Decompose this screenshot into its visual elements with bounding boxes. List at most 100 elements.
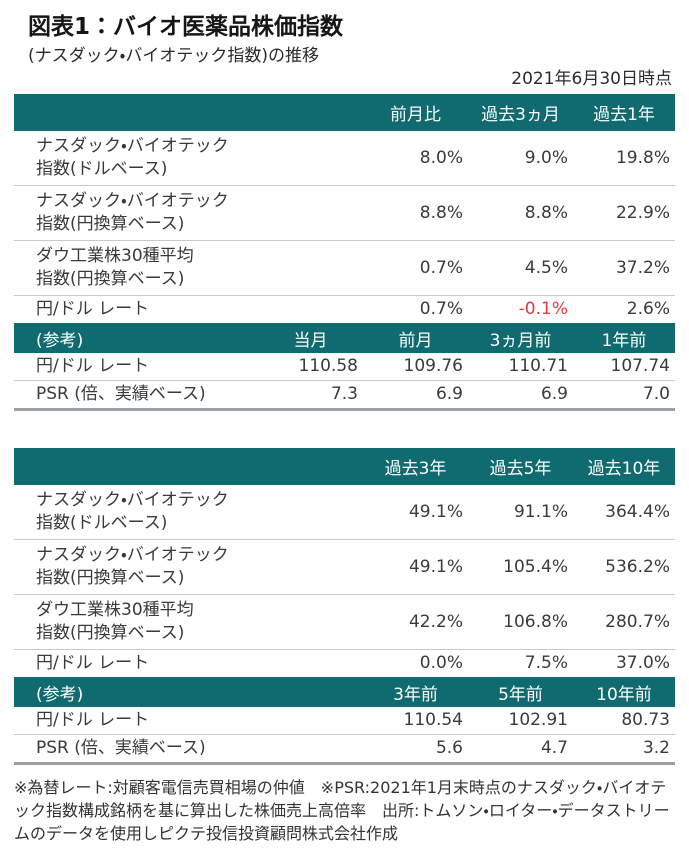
column-header: 過去5年 <box>489 459 552 479</box>
row-label-line: 指数(ドルベース) <box>36 159 168 179</box>
column-header: 1年前 <box>601 330 647 351</box>
reference-label: (参考) <box>36 684 84 705</box>
value-cell: 9.0% <box>524 147 568 168</box>
value-cell: 102.91 <box>508 710 568 730</box>
column-header: 過去1年 <box>593 105 655 125</box>
column-header: 3年前 <box>393 684 438 705</box>
value-cell: 42.2% <box>408 611 463 632</box>
value-cell: 4.5% <box>524 257 568 278</box>
value-cell: 2.6% <box>626 299 670 319</box>
value-cell: 6.9 <box>435 384 463 404</box>
value-cell: 107.74 <box>610 356 670 376</box>
value-cell: 0.7% <box>419 299 463 319</box>
table-row: ナスダック・バイオテック 指数(円換算ベース) 8.8% 8.8% 22.9% <box>14 186 675 241</box>
row-label-line: 指数(円換算ベース) <box>36 568 185 588</box>
column-header: 過去3ヵ月 <box>481 105 560 125</box>
value-cell: 37.0% <box>615 653 670 673</box>
figure-title: 図表1：バイオ医薬品株価指数 <box>28 14 344 40</box>
table-row: ナスダック・バイオテック 指数(ドルベース) 49.1% 91.1% 364.4… <box>14 485 675 540</box>
row-label: 円/ドル レート <box>36 356 150 376</box>
column-header: 過去10年 <box>587 459 661 479</box>
row-label-line: ナスダック・バイオテック <box>36 545 229 565</box>
row-label-line: 指数(円換算ベース) <box>36 214 185 234</box>
footnote: ※為替レート:対顧客電信売買相場の仲値 ※PSR:2021年1月末時点のナスダッ… <box>14 778 670 843</box>
value-cell: 80.73 <box>621 710 670 730</box>
table-header-row: 過去3年 過去5年 過去10年 <box>14 448 675 485</box>
value-cell: 280.7% <box>605 611 670 632</box>
column-header: 3ヵ月前 <box>489 330 552 351</box>
value-cell: 7.3 <box>330 384 358 404</box>
reference-header-row: (参考) 当月 前月 3ヵ月前 1年前 <box>14 323 675 353</box>
row-label: 円/ドル レート <box>14 652 258 675</box>
value-cell: 110.71 <box>508 356 568 376</box>
reference-label: (参考) <box>36 330 84 351</box>
row-label-line: ナスダック・バイオテック <box>36 490 229 510</box>
column-header: 過去3年 <box>384 459 447 479</box>
value-cell: 110.54 <box>403 710 463 730</box>
row-label: ダウ工業株30種平均 指数(円換算ベース) <box>14 599 258 645</box>
row-label-line: 円/ドル レート <box>36 653 150 673</box>
reference-row: PSR (倍、実績ベース) 7.3 6.9 6.9 7.0 <box>14 381 675 411</box>
row-label-line: 円/ドル レート <box>36 299 150 319</box>
column-header: 10年前 <box>596 684 652 705</box>
row-label: ナスダック・バイオテック 指数(円換算ベース) <box>14 190 258 236</box>
table-header-row: 前月比 過去3ヵ月 過去1年 <box>14 94 675 131</box>
row-label-line: 指数(円換算ベース) <box>36 269 185 289</box>
row-label-line: ナスダック・バイオテック <box>36 136 229 156</box>
value-cell: 109.76 <box>403 356 463 376</box>
table-row: ナスダック・バイオテック 指数(ドルベース) 8.0% 9.0% 19.8% <box>14 131 675 186</box>
value-cell: 5.6 <box>435 738 463 758</box>
figure-subtitle: (ナスダック・バイオテック指数)の推移 <box>28 46 320 66</box>
value-cell negative-value: -0.1% <box>518 299 568 319</box>
column-header: 当月 <box>293 330 328 351</box>
reference-row: 円/ドル レート 110.58 109.76 110.71 107.74 <box>14 353 675 381</box>
performance-table-short-term: 前月比 過去3ヵ月 過去1年 ナスダック・バイオテック 指数(ドルベース) 8.… <box>14 94 675 411</box>
value-cell: 6.9 <box>540 384 568 404</box>
value-cell: 7.5% <box>524 653 568 673</box>
row-label: 円/ドル レート <box>36 710 150 730</box>
value-cell: 8.8% <box>419 202 463 223</box>
row-label-line: 指数(円換算ベース) <box>36 623 185 643</box>
value-cell: 37.2% <box>615 257 670 278</box>
row-label: PSR (倍、実績ベース) <box>36 738 206 758</box>
row-label-line: ダウ工業株30種平均 <box>36 246 194 266</box>
value-cell: 22.9% <box>615 202 670 223</box>
column-header: 5年前 <box>498 684 543 705</box>
row-label: ナスダック・バイオテック 指数(ドルベース) <box>14 135 258 181</box>
table-row: 円/ドル レート 0.0% 7.5% 37.0% <box>14 650 675 677</box>
row-label: ダウ工業株30種平均 指数(円換算ベース) <box>14 245 258 291</box>
value-cell: 536.2% <box>605 556 670 577</box>
reference-row: PSR (倍、実績ベース) 5.6 4.7 3.2 <box>14 735 675 765</box>
value-cell: 19.8% <box>615 147 670 168</box>
row-label-line: ダウ工業株30種平均 <box>36 600 194 620</box>
table-row: ナスダック・バイオテック 指数(円換算ベース) 49.1% 105.4% 536… <box>14 540 675 595</box>
column-header: 前月比 <box>390 105 441 125</box>
value-cell: 110.58 <box>298 356 358 376</box>
value-cell: 49.1% <box>408 556 463 577</box>
table-row: 円/ドル レート 0.7% -0.1% 2.6% <box>14 296 675 323</box>
value-cell: 106.8% <box>503 611 568 632</box>
as-of-date: 2021年6月30日時点 <box>511 69 672 89</box>
value-cell: 105.4% <box>503 556 568 577</box>
column-header: 前月 <box>398 330 433 351</box>
row-label-line: ナスダック・バイオテック <box>36 191 229 211</box>
table-row: ダウ工業株30種平均 指数(円換算ベース) 42.2% 106.8% 280.7… <box>14 595 675 650</box>
value-cell: 8.8% <box>524 202 568 223</box>
value-cell: 7.0 <box>642 384 670 404</box>
reference-header-row: (参考) 3年前 5年前 10年前 <box>14 677 675 707</box>
value-cell: 91.1% <box>513 501 568 522</box>
row-label: ナスダック・バイオテック 指数(円換算ベース) <box>14 544 258 590</box>
value-cell: 0.7% <box>419 257 463 278</box>
value-cell: 8.0% <box>419 147 463 168</box>
row-label: 円/ドル レート <box>14 298 258 321</box>
value-cell: 49.1% <box>408 501 463 522</box>
performance-table-long-term: 過去3年 過去5年 過去10年 ナスダック・バイオテック 指数(ドルベース) 4… <box>14 448 675 765</box>
value-cell: 364.4% <box>605 501 670 522</box>
value-cell: 3.2 <box>642 738 670 758</box>
value-cell: 4.7 <box>540 738 568 758</box>
row-label-line: 指数(ドルベース) <box>36 513 168 533</box>
row-label: ナスダック・バイオテック 指数(ドルベース) <box>14 489 258 535</box>
table-row: ダウ工業株30種平均 指数(円換算ベース) 0.7% 4.5% 37.2% <box>14 241 675 296</box>
row-label: PSR (倍、実績ベース) <box>36 384 206 404</box>
value-cell: 0.0% <box>419 653 463 673</box>
